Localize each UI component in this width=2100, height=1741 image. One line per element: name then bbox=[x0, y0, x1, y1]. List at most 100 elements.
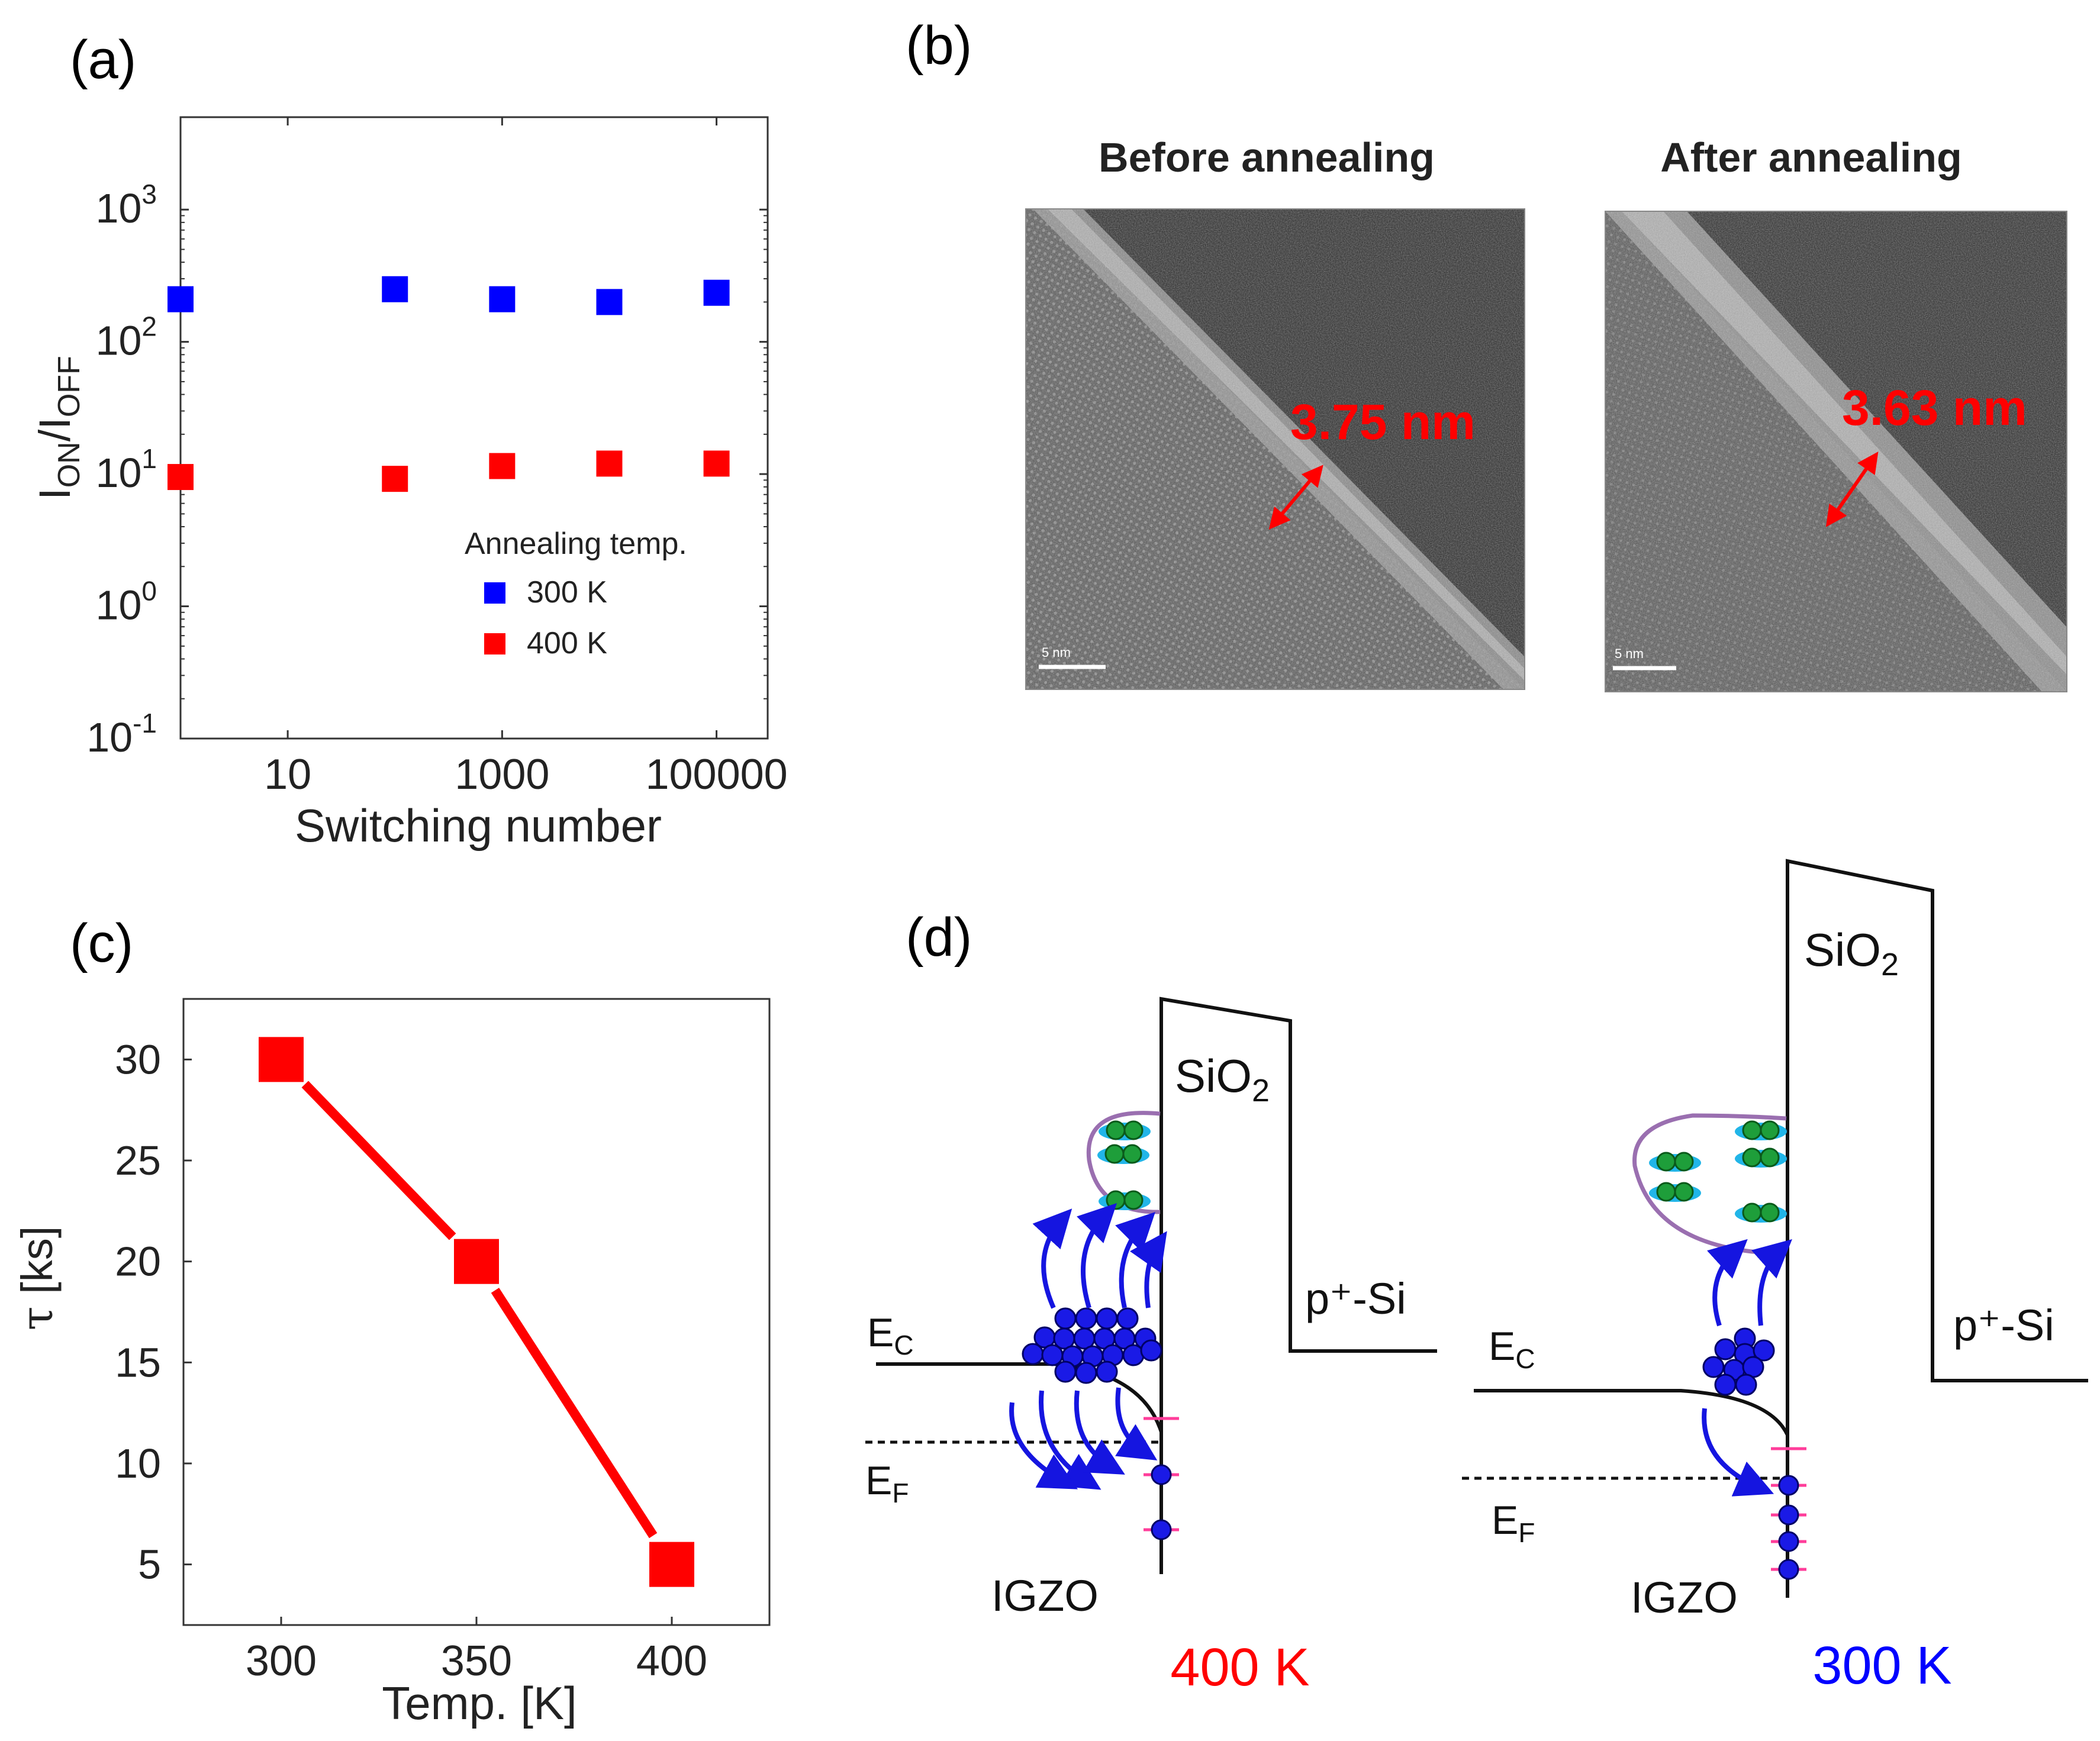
chart-c-ytick-label: 30 bbox=[115, 1036, 161, 1082]
chart-a-ytick-label: 102 bbox=[96, 311, 157, 364]
trapped-electron bbox=[1674, 1182, 1694, 1202]
chart-a-xtick-label: 10 bbox=[264, 751, 311, 798]
chart-a-ylabel: ION/IOFF bbox=[30, 356, 86, 500]
chart-a-xtick-label: 1000 bbox=[455, 751, 549, 798]
chart-a-ytick-label: 10-1 bbox=[86, 708, 157, 760]
chart-a-xtick-label: 100000 bbox=[645, 751, 787, 798]
electron-cluster-right bbox=[1702, 1327, 1775, 1396]
chart-a-point-300k bbox=[489, 286, 516, 312]
chart-c-xlabel: Temp. [K] bbox=[382, 1677, 576, 1729]
chart-a-point-300k bbox=[382, 276, 408, 302]
electron bbox=[1140, 1339, 1162, 1362]
chart-a-point-300k bbox=[168, 286, 194, 312]
trapped-electron bbox=[1742, 1147, 1762, 1168]
trapped-electron bbox=[1742, 1120, 1762, 1140]
legend-marker-300k bbox=[484, 582, 505, 604]
chart-c-ytick-label: 20 bbox=[115, 1239, 161, 1285]
electron bbox=[1116, 1307, 1139, 1330]
trapped-electron bbox=[1760, 1147, 1780, 1168]
chart-a-point-400k bbox=[382, 466, 408, 492]
tem-title-before: Before annealing bbox=[1099, 134, 1435, 180]
trapped-electron bbox=[1106, 1120, 1126, 1140]
chart-c-ytick-label: 5 bbox=[138, 1542, 161, 1588]
electron bbox=[1041, 1344, 1064, 1366]
electron bbox=[1778, 1504, 1799, 1526]
chart-c: 5 10 15 20 25 30 300 350 400 Temp. [K] τ [ks] bbox=[12, 998, 771, 1729]
tunneling-arrows-right bbox=[1702, 1239, 1792, 1497]
sio2-barrier-left bbox=[1159, 997, 1437, 1574]
scale-label-after: 5 nm bbox=[1615, 646, 1644, 661]
trapped-electron bbox=[1674, 1152, 1694, 1172]
chart-c-frame bbox=[182, 998, 771, 1626]
ef-label-right: EF bbox=[1492, 1498, 1535, 1548]
chart-c-line-segment bbox=[491, 1288, 658, 1539]
chart-a-point-400k bbox=[596, 450, 623, 477]
electron bbox=[1702, 1356, 1725, 1378]
chart-a-ytick-label: 101 bbox=[96, 443, 157, 496]
electron bbox=[1075, 1362, 1097, 1384]
panel-label-c: (c) bbox=[70, 913, 133, 973]
chart-c-point bbox=[454, 1239, 499, 1284]
tunneling-arrows-left bbox=[1009, 1203, 1167, 1490]
channel-label-right: IGZO bbox=[1631, 1573, 1738, 1622]
temp-label-right: 300 K bbox=[1812, 1636, 1951, 1695]
chart-c-point bbox=[649, 1542, 694, 1587]
substrate-label-left: p⁺-Si bbox=[1305, 1274, 1406, 1323]
trap-states-left bbox=[1097, 1120, 1151, 1210]
legend-marker-400k bbox=[484, 633, 505, 655]
legend-label-300k: 300 K bbox=[527, 575, 607, 610]
electron bbox=[1151, 1519, 1172, 1540]
electron bbox=[1054, 1360, 1077, 1383]
trapped-electron bbox=[1106, 1190, 1126, 1210]
electron bbox=[1735, 1374, 1757, 1396]
electron bbox=[1054, 1307, 1077, 1330]
legend-label-400k: 400 K bbox=[527, 626, 607, 660]
legend-title: Annealing temp. bbox=[465, 527, 687, 561]
svg-text:ION/IOFF: ION/IOFF bbox=[30, 356, 86, 500]
trapped-electron bbox=[1656, 1182, 1676, 1202]
tem-panel: Before annealing After annealing 5 nm 3.… bbox=[1025, 134, 2067, 692]
chart-a-ytick-label: 103 bbox=[96, 179, 157, 231]
electron bbox=[1778, 1475, 1799, 1496]
chart-a-ytick-label: 100 bbox=[96, 576, 157, 628]
chart-c-ytick-label: 10 bbox=[115, 1440, 161, 1487]
chart-c-xtick-label: 300 bbox=[246, 1637, 317, 1685]
oxide-label-left: SiO2 bbox=[1175, 1050, 1270, 1108]
substrate-label-right: p⁺-Si bbox=[1953, 1301, 2054, 1350]
thickness-arrow-before bbox=[1268, 465, 1323, 530]
chart-a-point-300k bbox=[596, 289, 623, 315]
chart-c-point bbox=[259, 1037, 304, 1082]
thickness-label-after: 3.63 nm bbox=[1842, 380, 2027, 436]
electron bbox=[1096, 1307, 1118, 1330]
electron bbox=[1075, 1307, 1097, 1330]
panel-label-a: (a) bbox=[70, 30, 136, 90]
scale-label-before: 5 nm bbox=[1042, 645, 1071, 660]
trap-states-right bbox=[1649, 1120, 1787, 1223]
chart-a-xlabel: Switching number bbox=[295, 799, 662, 852]
conduction-band-right bbox=[1474, 1389, 1789, 1436]
electron bbox=[1778, 1531, 1799, 1552]
electron bbox=[1096, 1360, 1118, 1383]
electron bbox=[1022, 1343, 1044, 1365]
chart-c-line-segment bbox=[301, 1081, 456, 1240]
ec-label-right: EC bbox=[1489, 1324, 1535, 1374]
chart-c-ylabel: τ [ks] bbox=[12, 1226, 63, 1331]
ec-label-left: EC bbox=[867, 1310, 914, 1360]
tem-image-before bbox=[1026, 209, 1525, 689]
panel-label-d: (d) bbox=[906, 907, 972, 968]
trapped-electron bbox=[1123, 1190, 1144, 1210]
ef-label-left: EF bbox=[865, 1458, 909, 1508]
chart-a-point-300k bbox=[703, 279, 730, 306]
band-diagram-400k: EC EF SiO2 p⁺-Si IGZO 400 K bbox=[865, 997, 1437, 1697]
thickness-label-before: 3.75 nm bbox=[1290, 394, 1476, 450]
trapped-electron bbox=[1656, 1152, 1676, 1172]
trapped-electron bbox=[1122, 1144, 1142, 1164]
chart-a: 10-1 100 101 102 103 10 1000 100000 Switching … bbox=[30, 116, 788, 852]
tem-title-after: After annealing bbox=[1660, 134, 1962, 180]
electron bbox=[1778, 1559, 1799, 1580]
chart-c-ytick-label: 25 bbox=[115, 1137, 161, 1184]
trapped-electron bbox=[1760, 1120, 1780, 1140]
band-diagram-300k: EC EF SiO2 p⁺-Si IGZO 300 K bbox=[1462, 859, 2088, 1695]
electron bbox=[1122, 1344, 1145, 1366]
